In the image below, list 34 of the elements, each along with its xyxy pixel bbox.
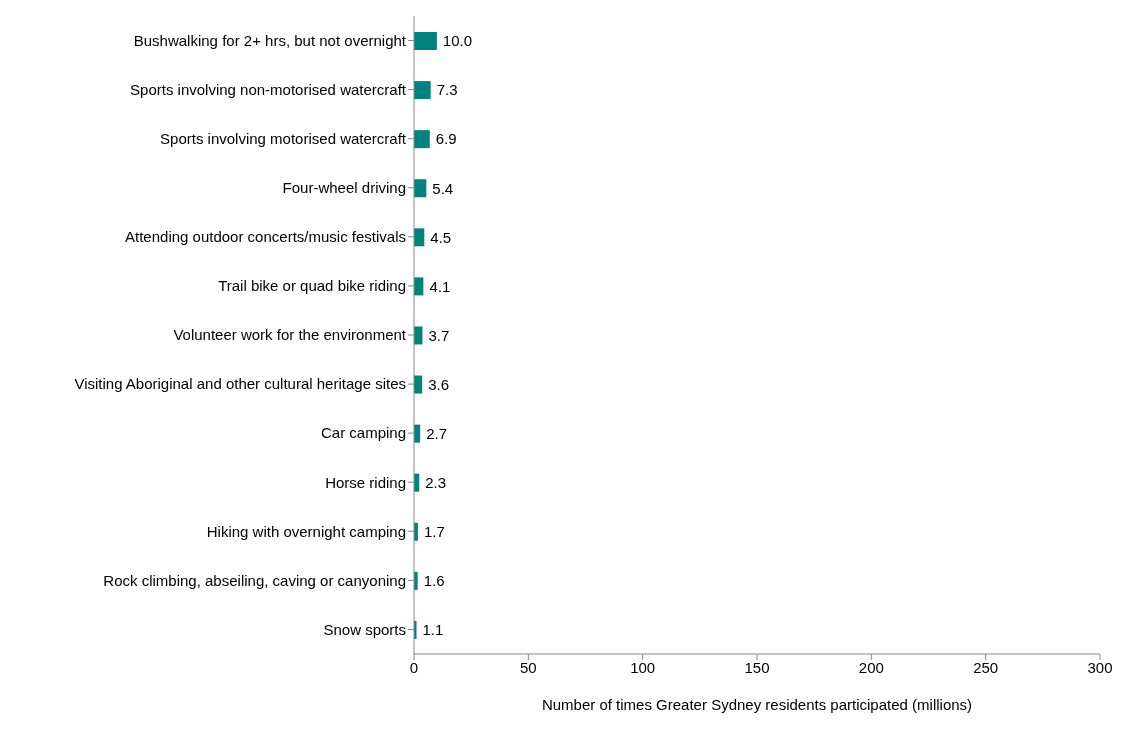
y-tick-label: Four-wheel driving: [282, 179, 406, 197]
data-label: 10.0: [442, 32, 473, 50]
x-tick-label: 200: [858, 658, 884, 676]
y-tick-label: Bushwalking for 2+ hrs, but not overnight: [133, 31, 407, 49]
y-tick-label: Volunteer work for the environment: [173, 326, 407, 344]
data-label: 4.1: [429, 277, 451, 295]
y-tick-label: Rock climbing, abseiling, caving or canyoning: [103, 571, 406, 589]
data-label: 3.7: [428, 326, 450, 344]
x-tick-label: 300: [1087, 658, 1113, 676]
data-label: 7.3: [436, 81, 458, 99]
data-label: 6.9: [435, 130, 457, 148]
x-tick-label: 100: [630, 658, 656, 676]
y-tick-label: Trail bike or quad bike riding: [218, 277, 406, 295]
data-label: 3.6: [428, 375, 450, 393]
y-tick-label: Snow sports: [323, 620, 406, 638]
data-label: 1.7: [423, 523, 445, 541]
y-tick-label: Sports involving non-motorised watercraft: [130, 80, 407, 98]
x-tick-label: 250: [973, 658, 999, 676]
data-label: 1.1: [422, 621, 444, 639]
x-axis-title: Number of times Greater Sydney residents participated (millions): [541, 696, 973, 713]
y-tick-label: Sports involving motorised watercraft: [160, 130, 407, 148]
x-tick-label: 150: [744, 658, 770, 676]
data-label: 4.5: [430, 228, 452, 246]
y-tick-label: Attending outdoor concerts/music festivals: [125, 228, 406, 246]
data-label: 1.6: [423, 572, 445, 590]
x-tick-label: 0: [409, 658, 419, 676]
data-label: 5.4: [432, 179, 454, 197]
data-label: 2.3: [425, 474, 447, 492]
y-tick-label: Horse riding: [325, 473, 406, 491]
y-tick-label: Car camping: [320, 424, 406, 442]
x-tick-label: 50: [519, 658, 537, 676]
y-tick-label: Visiting Aboriginal and other cultural heritage sites: [74, 375, 406, 393]
y-tick-label: Hiking with overnight camping: [206, 522, 406, 540]
data-label: 2.7: [426, 424, 448, 442]
